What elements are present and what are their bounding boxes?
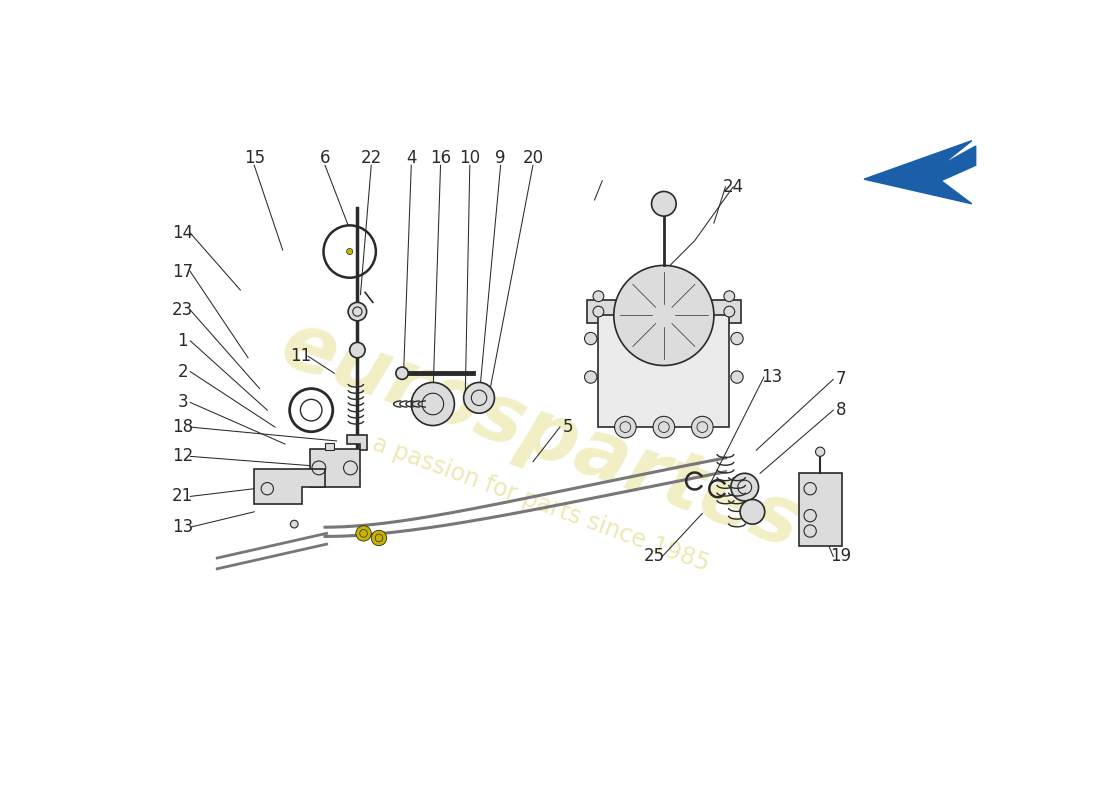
Text: 16: 16: [430, 149, 451, 166]
Circle shape: [348, 302, 366, 321]
Circle shape: [730, 332, 744, 345]
Circle shape: [372, 530, 387, 546]
FancyBboxPatch shape: [587, 300, 741, 323]
Text: 13: 13: [761, 368, 782, 386]
Circle shape: [724, 306, 735, 317]
Circle shape: [730, 371, 744, 383]
Text: 15: 15: [243, 149, 265, 166]
Text: a passion for parts since 1985: a passion for parts since 1985: [368, 432, 713, 577]
Text: 5: 5: [562, 418, 573, 436]
Text: 9: 9: [495, 149, 506, 166]
Text: 12: 12: [172, 447, 194, 466]
Text: 23: 23: [172, 301, 194, 319]
Circle shape: [346, 249, 353, 254]
Circle shape: [584, 371, 597, 383]
FancyBboxPatch shape: [326, 442, 334, 450]
Circle shape: [350, 342, 365, 358]
Circle shape: [593, 306, 604, 317]
Circle shape: [411, 382, 454, 426]
Circle shape: [692, 416, 713, 438]
Polygon shape: [254, 470, 326, 504]
Circle shape: [396, 367, 408, 379]
Text: 24: 24: [723, 178, 744, 196]
FancyBboxPatch shape: [310, 449, 360, 487]
Text: 3: 3: [177, 394, 188, 411]
Circle shape: [653, 416, 674, 438]
Text: 7: 7: [836, 370, 846, 388]
FancyBboxPatch shape: [800, 474, 842, 546]
Text: 14: 14: [172, 224, 194, 242]
Text: 4: 4: [406, 149, 417, 166]
Circle shape: [740, 499, 764, 524]
Circle shape: [584, 332, 597, 345]
Circle shape: [615, 416, 636, 438]
Text: 19: 19: [830, 547, 851, 566]
Text: 11: 11: [289, 347, 311, 366]
Circle shape: [290, 520, 298, 528]
Text: 13: 13: [172, 518, 194, 536]
Circle shape: [614, 266, 714, 366]
Circle shape: [815, 447, 825, 456]
Polygon shape: [865, 141, 976, 204]
Circle shape: [464, 382, 495, 414]
Circle shape: [651, 191, 676, 216]
Text: 20: 20: [522, 149, 543, 166]
Text: 17: 17: [172, 262, 194, 281]
Text: eurospartes: eurospartes: [271, 305, 811, 565]
Text: 22: 22: [361, 149, 382, 166]
Text: 18: 18: [172, 418, 194, 436]
Circle shape: [724, 291, 735, 302]
Text: 6: 6: [320, 149, 330, 166]
Circle shape: [593, 291, 604, 302]
Text: 8: 8: [836, 401, 846, 419]
Text: 10: 10: [459, 149, 481, 166]
Text: 21: 21: [172, 487, 194, 506]
Text: 25: 25: [644, 547, 666, 566]
Text: 2: 2: [177, 362, 188, 381]
Circle shape: [730, 474, 759, 501]
Circle shape: [356, 526, 372, 541]
Text: 1: 1: [177, 332, 188, 350]
FancyBboxPatch shape: [598, 315, 729, 427]
Polygon shape: [346, 435, 367, 450]
